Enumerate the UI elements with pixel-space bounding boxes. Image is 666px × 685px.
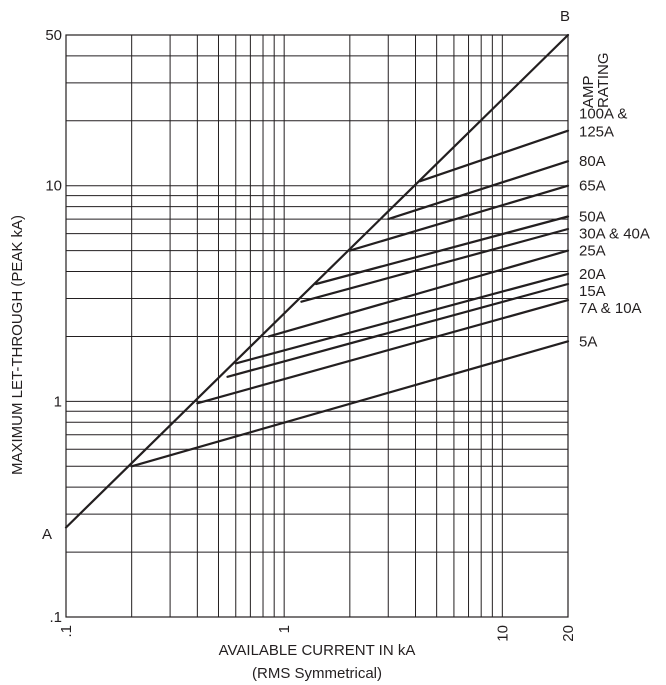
series-line <box>348 184 570 252</box>
reference-line-a-b <box>64 33 570 529</box>
series-line <box>314 215 570 286</box>
x-tick-label: 20 <box>560 625 577 642</box>
y-tick-label: 1 <box>54 393 62 410</box>
series-line <box>419 129 570 183</box>
series-label: 100A & <box>579 106 627 123</box>
series-line <box>300 227 570 303</box>
x-gridlines <box>65 35 569 617</box>
y-gridlines <box>66 34 568 618</box>
x-axis-subtitle: (RMS Symmetrical) <box>252 665 382 682</box>
x-tick-labels: .1 1 10 20 <box>58 625 577 642</box>
series-label: 65A <box>579 178 606 195</box>
y-axis-title: MAXIMUM LET-THROUGH (PEAK kA) <box>9 215 26 475</box>
series-line <box>387 160 570 221</box>
x-tick-label: 1 <box>276 625 293 633</box>
y-tick-label: 10 <box>45 178 62 195</box>
x-tick-label: 10 <box>494 625 511 642</box>
y-tick-label: 50 <box>45 27 62 44</box>
y-tick-label: .1 <box>49 609 62 626</box>
point-b-label: B <box>560 8 570 25</box>
series-label: 50A <box>579 208 606 225</box>
series-line <box>226 282 570 378</box>
series-line <box>267 249 570 338</box>
series-label: 20A <box>579 266 606 283</box>
series-label: 30A & 40A <box>579 225 650 242</box>
series-label: 7A & 10A <box>579 300 642 317</box>
series-label: 25A <box>579 243 606 260</box>
y-tick-labels: .1 1 10 50 <box>45 27 62 626</box>
series-label: 5A <box>579 333 597 350</box>
let-through-curves <box>64 33 570 529</box>
point-a-label: A <box>42 526 52 543</box>
x-axis-title: AVAILABLE CURRENT IN kA <box>219 642 416 659</box>
legend-title-line1: AMP <box>580 75 597 108</box>
series-line <box>196 299 570 405</box>
x-tick-label: .1 <box>58 625 75 638</box>
series-label: 80A <box>579 153 606 170</box>
series-line <box>130 340 570 468</box>
series-line <box>234 272 570 365</box>
legend-title-line2: RATING <box>595 52 612 108</box>
series-label: 125A <box>579 124 614 141</box>
series-label: 15A <box>579 283 606 300</box>
plot-frame <box>65 34 569 618</box>
